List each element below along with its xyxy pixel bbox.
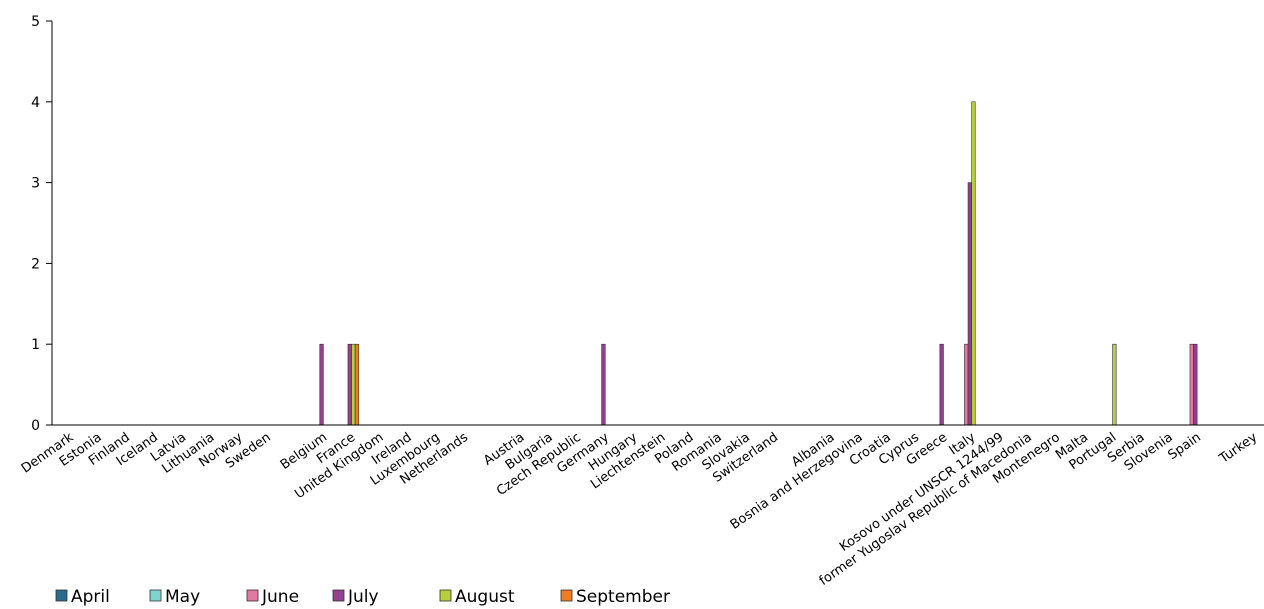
y-tick-label: 3 (31, 176, 40, 192)
bars (319, 101, 1198, 426)
y-axis: 0 1 2 3 4 5 (31, 14, 53, 434)
bar (971, 101, 976, 426)
bar (347, 343, 352, 426)
bar (354, 343, 360, 426)
x-category-label: Turkey (1216, 430, 1260, 467)
y-tick-label: 5 (31, 14, 40, 30)
bar (351, 343, 356, 426)
bar (967, 182, 972, 426)
x-category-label: Bosnia and Herzegovina (728, 430, 866, 533)
y-tick-label: 0 (31, 418, 40, 434)
legend-swatch (560, 589, 573, 602)
bar (1189, 343, 1194, 426)
bar (1112, 343, 1117, 426)
y-tick-label: 4 (31, 95, 40, 111)
y-tick-label: 1 (31, 337, 40, 353)
y-tick-label: 2 (31, 256, 40, 272)
legend-label: August (455, 587, 515, 607)
legend-label: July (347, 587, 379, 607)
legend-label: April (71, 587, 110, 607)
legend-swatch (246, 589, 259, 602)
legend-swatch (149, 589, 162, 602)
bar (964, 343, 969, 426)
x-category-label: Spain (1165, 430, 1203, 463)
bar (1193, 343, 1198, 426)
legend-swatch (55, 589, 68, 602)
legend: April May June July August September (55, 587, 670, 607)
legend-label: September (576, 587, 670, 607)
legend-label: June (261, 587, 299, 607)
legend-label: May (165, 587, 200, 607)
bar (601, 343, 606, 426)
x-axis: DenmarkEstoniaFinlandIcelandLatviaLithua… (19, 424, 1264, 589)
bar (319, 343, 324, 426)
legend-swatch (439, 589, 452, 602)
legend-swatch (332, 589, 345, 602)
bar (939, 343, 944, 426)
